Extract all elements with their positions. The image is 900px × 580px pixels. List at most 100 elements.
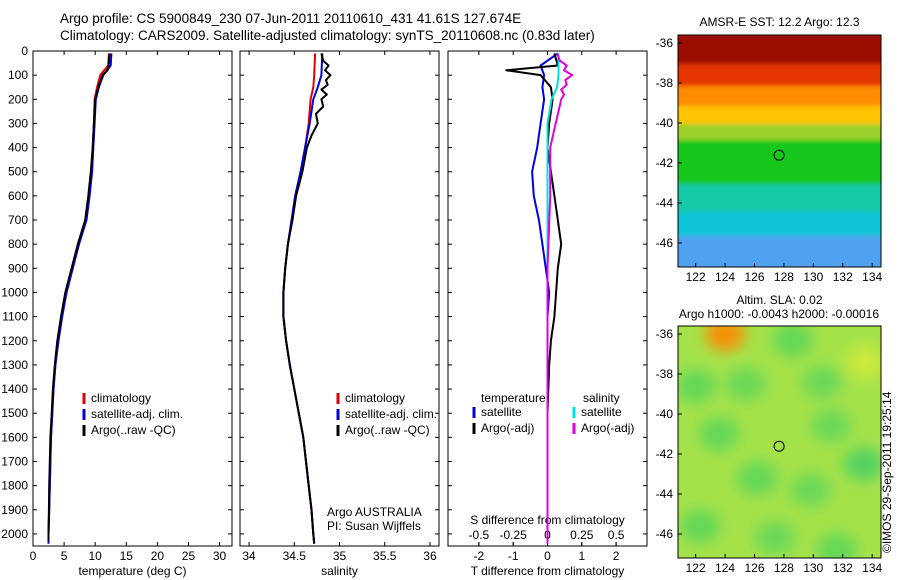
sla-anomaly-blob xyxy=(680,509,721,543)
x-tick-label: 25 xyxy=(182,549,196,563)
y-tick-label: 700 xyxy=(8,213,28,227)
temperature-panel: 0100200300400500600700800900100011001200… xyxy=(1,44,233,578)
legend-item-temperature: Argo(-adj) xyxy=(481,421,534,435)
y-tick-label: 0 xyxy=(21,44,28,58)
sla-anomaly-blob xyxy=(699,417,740,451)
y-tick-label: 1400 xyxy=(1,382,28,396)
map-x-tick-label: 134 xyxy=(862,561,882,575)
sst-bands xyxy=(678,35,881,267)
y-tick-label: 100 xyxy=(8,68,28,82)
sla-blobs xyxy=(678,326,881,558)
map-y-tick-label: -38 xyxy=(656,367,674,381)
argo-location-marker xyxy=(773,149,785,161)
map-y-tick-label: -46 xyxy=(656,236,674,250)
map-frame xyxy=(677,34,882,268)
x-tick-label: 30 xyxy=(213,549,227,563)
float-annotation: Argo AUSTRALIA xyxy=(327,505,422,519)
x-tick-label: 35 xyxy=(333,549,347,563)
sla-anomaly-blob xyxy=(810,409,851,443)
sla-anomaly-blob xyxy=(772,326,813,357)
y-tick-label: 300 xyxy=(8,116,28,130)
sla-anomaly-blob xyxy=(816,533,857,558)
sla-anomaly-blob xyxy=(725,367,766,401)
y-tick-label: 1300 xyxy=(1,358,28,372)
legend-item-temperature: satellite xyxy=(481,405,522,419)
map-x-tick-label: 124 xyxy=(715,561,735,575)
sst-field xyxy=(678,35,881,267)
x-tick-label: 10 xyxy=(89,549,103,563)
map-x-tick-label: 128 xyxy=(774,270,794,284)
legend-item-salinity: satellite xyxy=(581,405,622,419)
y-tick-label: 1000 xyxy=(1,285,28,299)
legend-item-salinity: Argo(-adj) xyxy=(581,421,634,435)
sla-anomaly-blob xyxy=(844,345,881,379)
x-tick-label: 36 xyxy=(423,549,437,563)
argo-location-marker xyxy=(773,440,785,452)
map-x-tick-label: 122 xyxy=(686,561,706,575)
title-line-2: Climatology: CARS2009. Satellite-adjuste… xyxy=(60,28,595,43)
map-y-tick-label: -36 xyxy=(656,327,674,341)
y-tick-label: 1200 xyxy=(1,334,28,348)
sla-anomaly-blob xyxy=(755,521,796,555)
y-tick-label: 1600 xyxy=(1,430,28,444)
temperature-difference-axis-label: T difference from climatology xyxy=(471,564,625,578)
s-tick-label: 0.5 xyxy=(608,528,625,542)
series-line-2 xyxy=(282,53,332,544)
salinity-panel: 34 34.5 35 35.5 36 salinity climatology satelli… xyxy=(239,50,440,578)
legend-item: Argo(..raw -QC) xyxy=(91,423,176,437)
map-y-tick-label: -44 xyxy=(656,487,674,501)
map-y-tick-label: -38 xyxy=(656,76,674,90)
y-tick-label: 800 xyxy=(8,237,28,251)
map-x-tick-label: 124 xyxy=(715,270,735,284)
series-line-1 xyxy=(505,53,563,542)
series-line-2 xyxy=(47,53,111,542)
legend-item: satellite-adj. clim. xyxy=(91,407,183,421)
y-tick-label: 1700 xyxy=(1,454,28,468)
y-tick-label: 600 xyxy=(8,189,28,203)
y-tick-label: 1500 xyxy=(1,406,28,420)
legend-item: climatology xyxy=(91,391,151,405)
legend-item: climatology xyxy=(345,391,405,405)
y-tick-label: 400 xyxy=(8,141,28,155)
legend-item: Argo(..raw -QC) xyxy=(345,423,430,437)
x-tick-label: 15 xyxy=(120,549,134,563)
sla-map-panel: -36 -38 -40 -42 -44 -46 122 124 126 128 130 132 134 A… xyxy=(656,293,883,575)
map-y-tick-label: -44 xyxy=(656,196,674,210)
x-tick-label: 0 xyxy=(30,549,37,563)
map-x-tick-label: 128 xyxy=(774,561,794,575)
y-tick-label: 1800 xyxy=(1,479,28,493)
x-tick-label: -1 xyxy=(508,549,519,563)
sla-field xyxy=(678,326,881,558)
x-tick-label: 0 xyxy=(544,549,551,563)
map-x-tick-label: 126 xyxy=(744,561,764,575)
map-x-tick-label: 130 xyxy=(803,561,823,575)
map-x-tick-label: 126 xyxy=(744,270,764,284)
sla-anomaly-blob xyxy=(737,461,778,495)
x-tick-label: -2 xyxy=(474,549,485,563)
map-x-tick-label: 132 xyxy=(833,561,853,575)
x-tick-label: 1 xyxy=(578,549,585,563)
map-y-tick-label: -42 xyxy=(656,156,674,170)
map-y-tick-label: -42 xyxy=(656,447,674,461)
y-tick-label: 2000 xyxy=(1,527,28,541)
y-tick-label: 500 xyxy=(8,165,28,179)
map-y-tick-label: -40 xyxy=(656,116,674,130)
map-subtitle: Argo h1000: -0.0043 h2000: -0.00016 xyxy=(679,307,879,321)
s-tick-label: -0.25 xyxy=(500,528,528,542)
map-y-tick-label: -36 xyxy=(656,36,674,50)
y-tick-label: 900 xyxy=(8,261,28,275)
x-tick-label: 5 xyxy=(61,549,68,563)
map-x-tick-label: 132 xyxy=(833,270,853,284)
map-x-tick-label: 130 xyxy=(803,270,823,284)
map-y-tick-label: -40 xyxy=(656,407,674,421)
y-tick-label: 1100 xyxy=(2,310,28,324)
x-tick-label: 34.5 xyxy=(283,549,307,563)
map-frame xyxy=(677,325,882,559)
x-tick-label: 34 xyxy=(242,549,256,563)
salinity-axis-label: salinity xyxy=(321,564,358,578)
y-tick-label: 1900 xyxy=(1,503,28,517)
sst-map-panel: -36 -38 -40 -42 -44 -46 122 124 126 128 130 132 134 A… xyxy=(656,15,883,284)
s-tick-label: 0.25 xyxy=(570,528,594,542)
temperature-axis-label: temperature (deg C) xyxy=(78,564,186,578)
